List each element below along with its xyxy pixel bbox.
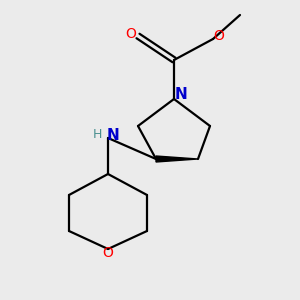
- Text: O: O: [103, 246, 113, 260]
- Text: H: H: [93, 128, 102, 142]
- Polygon shape: [156, 156, 198, 162]
- Text: O: O: [125, 28, 136, 41]
- Text: O: O: [213, 29, 224, 43]
- Text: N: N: [175, 87, 188, 102]
- Text: N: N: [107, 128, 120, 142]
